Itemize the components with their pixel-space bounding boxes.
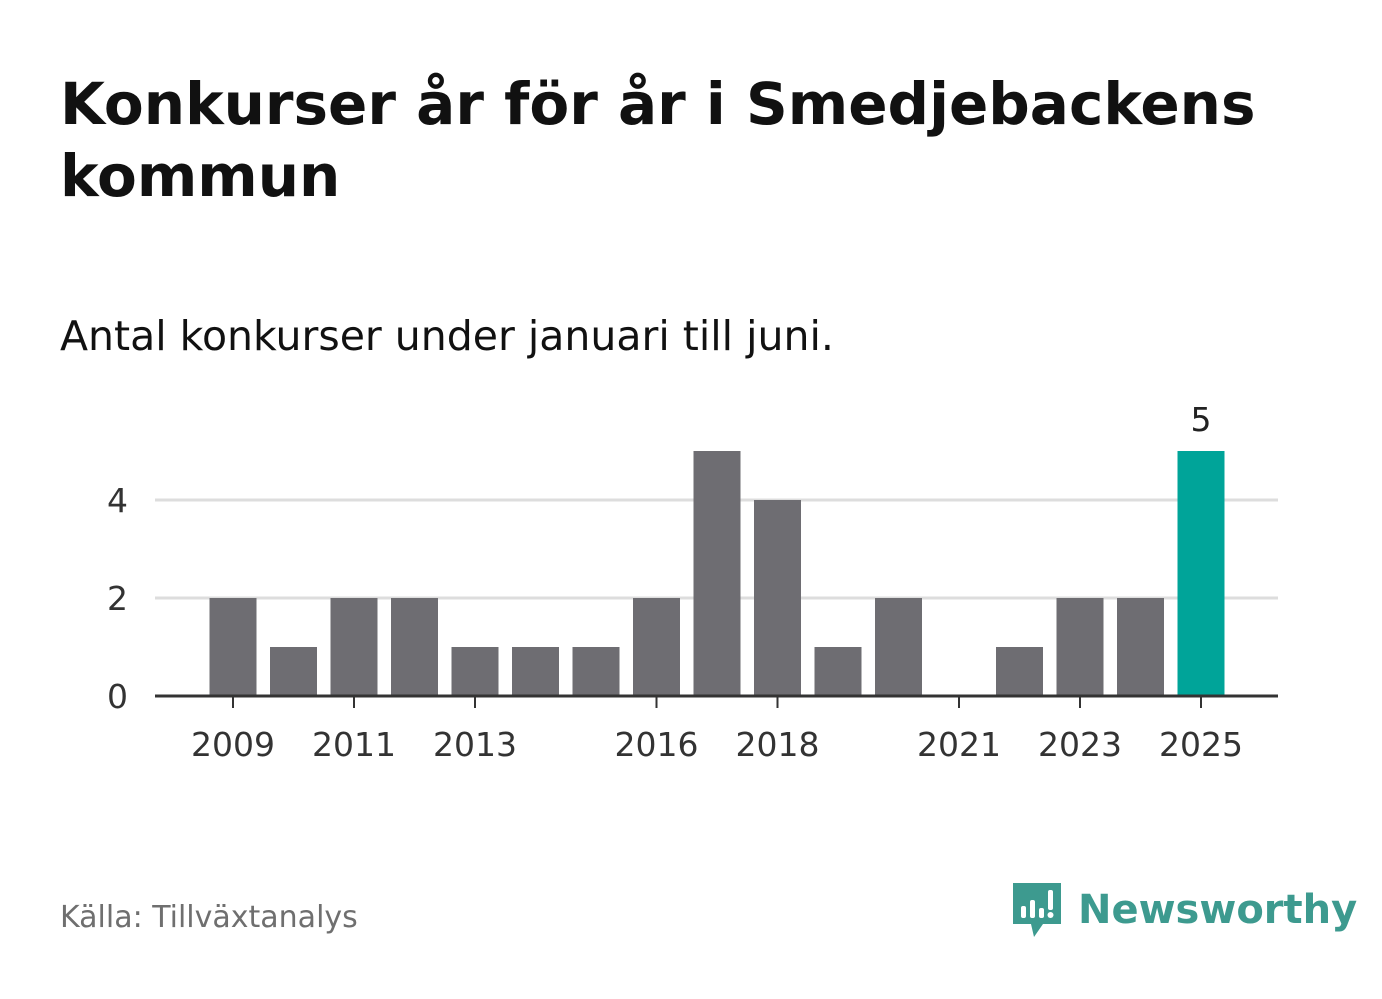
bar-chart: 0 2 4 2009 2011 2013 2016 2018 2021 2023 2025 5 (107, 400, 1278, 764)
chart-title: Konkurser år för år i Smedjebackens komm… (60, 70, 1256, 210)
bar-2010 (270, 647, 317, 696)
bar-2019 (814, 647, 862, 696)
y-tick-label: 4 (107, 481, 128, 520)
y-tick-label: 0 (107, 677, 128, 716)
bar-2014 (512, 647, 559, 696)
bar-2024 (1117, 598, 1164, 696)
x-tick-label: 2016 (615, 725, 699, 764)
x-tick-label: 2025 (1159, 725, 1243, 764)
brand-logo: Newsworthy (1010, 880, 1357, 940)
newsworthy-logo-icon (1013, 883, 1061, 937)
bar-2015 (572, 647, 620, 696)
brand-name: Newsworthy (1078, 887, 1358, 933)
x-tick-label: 2013 (433, 725, 517, 764)
bar-2023 (1056, 598, 1104, 696)
x-tick-label: 2009 (191, 725, 275, 764)
bar-2025 (1177, 451, 1225, 696)
labels: 0 2 4 2009 2011 2013 2016 2018 2021 2023 2025 5 (107, 400, 1243, 764)
data-label: 5 (1191, 400, 1212, 439)
x-tick-label: 2011 (312, 725, 396, 764)
chart-subtitle: Antal konkurser under januari till juni. (60, 312, 834, 360)
bar-2012 (391, 598, 438, 696)
bar-2022 (996, 647, 1043, 696)
bar-2011 (330, 598, 378, 696)
bar-2018 (754, 500, 801, 696)
bar-2016 (633, 598, 680, 696)
x-tick-label: 2023 (1038, 725, 1122, 764)
x-tick-label: 2018 (736, 725, 820, 764)
bars (209, 451, 1225, 696)
bar-2017 (693, 451, 741, 696)
source-note: Källa: Tillväxtanalys (60, 900, 358, 935)
x-tick-label: 2021 (917, 725, 1001, 764)
bar-2013 (451, 647, 499, 696)
bar-2009 (209, 598, 257, 696)
y-tick-label: 2 (107, 579, 128, 618)
axes (155, 694, 1278, 708)
bar-2020 (875, 598, 922, 696)
